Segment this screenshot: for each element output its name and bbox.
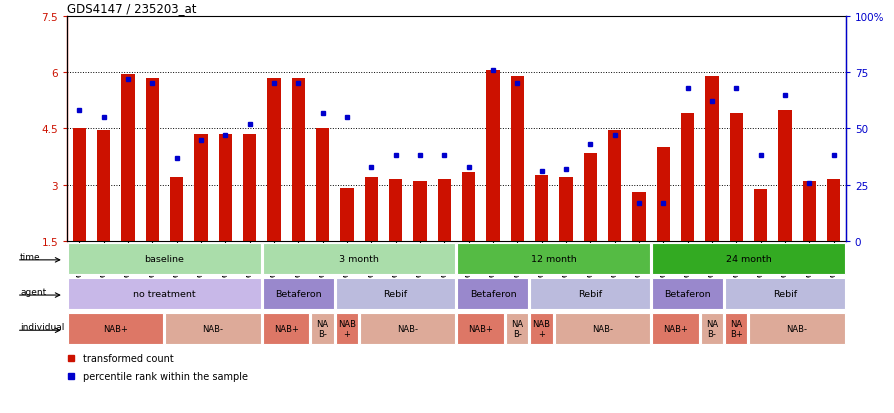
Bar (457, 243, 649, 274)
Text: NAB
+: NAB + (338, 319, 356, 338)
Text: Betaferon: Betaferon (663, 289, 710, 298)
Bar (121, 75, 134, 242)
Bar (68, 313, 164, 344)
Bar (461, 172, 475, 242)
Bar (389, 180, 402, 242)
Bar (748, 313, 844, 344)
Bar (652, 313, 698, 344)
Bar (530, 313, 552, 344)
Bar (335, 313, 358, 344)
Text: NAB-: NAB- (397, 324, 417, 333)
Bar (559, 178, 572, 242)
Bar (530, 278, 649, 309)
Bar (165, 313, 260, 344)
Text: NAB+: NAB+ (468, 324, 493, 333)
Bar (457, 278, 527, 309)
Text: 12 month: 12 month (530, 254, 576, 263)
Text: NAB+: NAB+ (662, 324, 687, 333)
Text: Betaferon: Betaferon (274, 289, 321, 298)
Bar (316, 129, 329, 242)
Text: agent: agent (20, 287, 46, 297)
Text: Rebif: Rebif (772, 289, 797, 298)
Bar (364, 178, 377, 242)
Bar (583, 154, 596, 242)
Bar (485, 71, 499, 242)
Bar (263, 278, 333, 309)
Bar (652, 278, 722, 309)
Bar (700, 313, 722, 344)
Bar (359, 313, 455, 344)
Bar (267, 78, 281, 242)
Bar (510, 76, 523, 242)
Bar (457, 313, 503, 344)
Bar (535, 176, 548, 242)
Bar (656, 148, 670, 242)
Bar (311, 313, 333, 344)
Bar (242, 135, 256, 242)
Text: NAB-: NAB- (202, 324, 224, 333)
Text: Rebif: Rebif (384, 289, 408, 298)
Text: Rebif: Rebif (578, 289, 602, 298)
Bar (413, 182, 426, 242)
Bar (218, 135, 232, 242)
Text: NAB-: NAB- (786, 324, 806, 333)
Text: NAB+: NAB+ (274, 324, 299, 333)
Bar (263, 313, 309, 344)
Bar (802, 182, 815, 242)
Bar (437, 180, 451, 242)
Bar (146, 78, 159, 242)
Bar (68, 243, 260, 274)
Bar (72, 129, 86, 242)
Bar (97, 131, 110, 242)
Text: transformed count: transformed count (82, 353, 173, 363)
Bar (291, 78, 305, 242)
Text: NA
B-: NA B- (510, 319, 523, 338)
Bar (778, 110, 791, 242)
Bar (335, 278, 455, 309)
Text: Betaferon: Betaferon (469, 289, 516, 298)
Bar (724, 278, 844, 309)
Text: time: time (20, 252, 41, 261)
Bar (263, 243, 455, 274)
Bar (753, 189, 766, 242)
Bar (724, 313, 746, 344)
Bar (607, 131, 620, 242)
Text: 3 month: 3 month (339, 254, 379, 263)
Text: individual: individual (20, 323, 64, 332)
Bar (652, 243, 844, 274)
Text: baseline: baseline (144, 254, 184, 263)
Text: NA
B+: NA B+ (730, 319, 742, 338)
Bar (704, 76, 718, 242)
Bar (729, 114, 742, 242)
Text: NA
B-: NA B- (705, 319, 717, 338)
Bar (170, 178, 183, 242)
Bar (826, 180, 839, 242)
Text: NA
B-: NA B- (316, 319, 328, 338)
Bar (680, 114, 694, 242)
Text: percentile rank within the sample: percentile rank within the sample (82, 370, 248, 381)
Bar (194, 135, 207, 242)
Text: NAB+: NAB+ (103, 324, 128, 333)
Text: NAB-: NAB- (591, 324, 612, 333)
Text: GDS4147 / 235203_at: GDS4147 / 235203_at (67, 2, 197, 15)
Bar (554, 313, 649, 344)
Text: NAB
+: NAB + (532, 319, 550, 338)
Text: no treatment: no treatment (133, 289, 196, 298)
Text: 24 month: 24 month (725, 254, 771, 263)
Bar (631, 193, 645, 242)
Bar (68, 278, 260, 309)
Bar (505, 313, 527, 344)
Bar (340, 188, 353, 242)
